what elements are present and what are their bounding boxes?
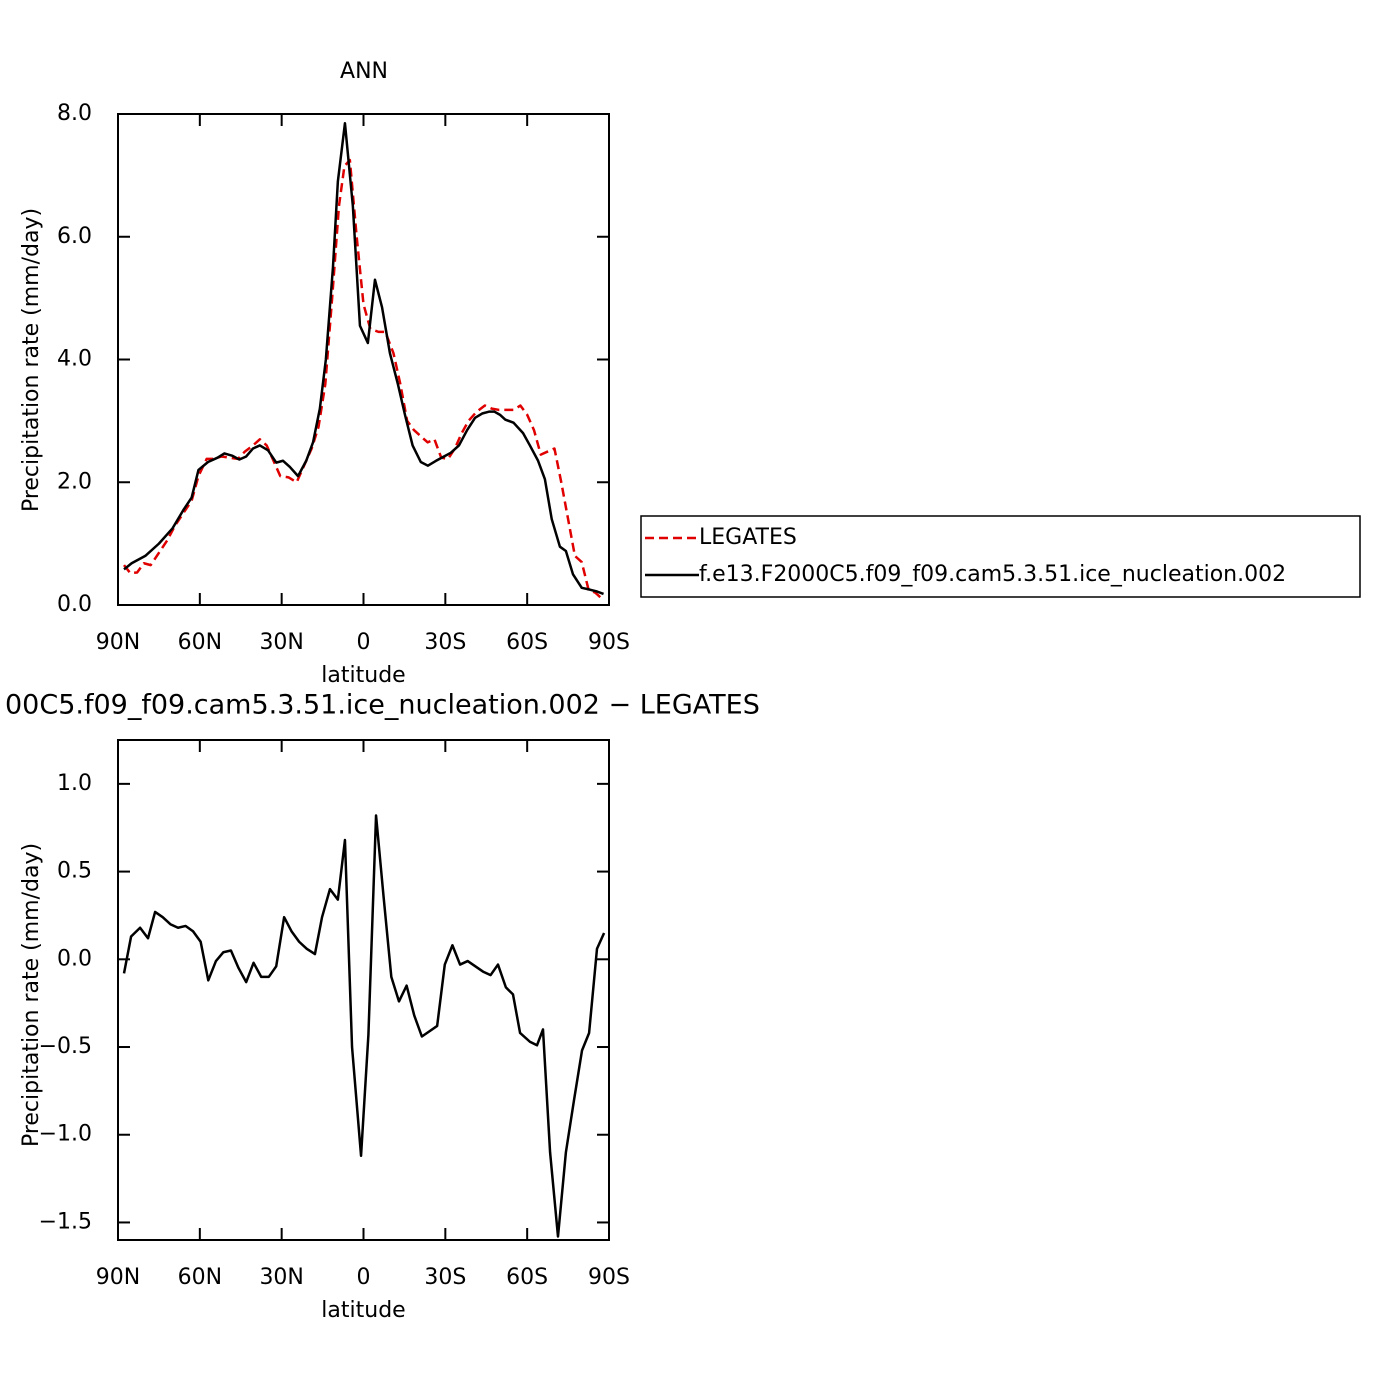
x-tick-label: 90N (96, 1265, 140, 1290)
x-tick-label: 90N (96, 630, 140, 655)
plot-frame (117, 113, 610, 606)
data-line (122, 814, 606, 1238)
plot-frame (117, 739, 610, 1241)
y-tick-label: −1.0 (39, 1122, 92, 1147)
data-line (123, 121, 604, 596)
y-tick-label: 0.0 (57, 592, 92, 617)
x-tick-label: 60N (178, 1265, 222, 1290)
y-tick-label: 2.0 (57, 469, 92, 494)
chart-title: 00C5.f09_f09.cam5.3.51.ice_nucleation.00… (5, 690, 760, 721)
y-tick-label: 8.0 (57, 101, 92, 126)
chart-title: ANN (340, 59, 388, 84)
y-tick-label: 1.0 (57, 771, 92, 796)
x-tick-label: 0 (357, 1265, 371, 1290)
x-tick-label: 90S (588, 1265, 630, 1290)
y-tick-label: −0.5 (39, 1034, 92, 1059)
y-tick-label: 4.0 (57, 347, 92, 372)
x-axis-label: latitude (321, 663, 405, 688)
y-axis-label: Precipitation rate (mm/day) (19, 843, 44, 1147)
y-tick-label: 6.0 (57, 224, 92, 249)
x-tick-label: 60S (506, 630, 548, 655)
y-axis-label: Precipitation rate (mm/day) (19, 208, 44, 512)
x-tick-label: 60S (506, 1265, 548, 1290)
legend-box (640, 515, 1361, 598)
x-tick-label: 90S (588, 630, 630, 655)
y-tick-label: −1.5 (39, 1209, 92, 1234)
x-tick-label: 30N (259, 1265, 303, 1290)
x-tick-label: 30N (259, 630, 303, 655)
y-tick-label: 0.5 (57, 859, 92, 884)
x-tick-label: 60N (178, 630, 222, 655)
x-tick-label: 0 (357, 630, 371, 655)
data-line (123, 158, 605, 602)
x-tick-label: 30S (424, 1265, 466, 1290)
y-tick-label: 0.0 (57, 946, 92, 971)
legend-label: f.e13.F2000C5.f09_f09.cam5.3.51.ice_nucl… (699, 562, 1286, 587)
x-tick-label: 30S (424, 630, 466, 655)
x-axis-label: latitude (321, 1298, 405, 1323)
legend-label: LEGATES (699, 525, 797, 550)
